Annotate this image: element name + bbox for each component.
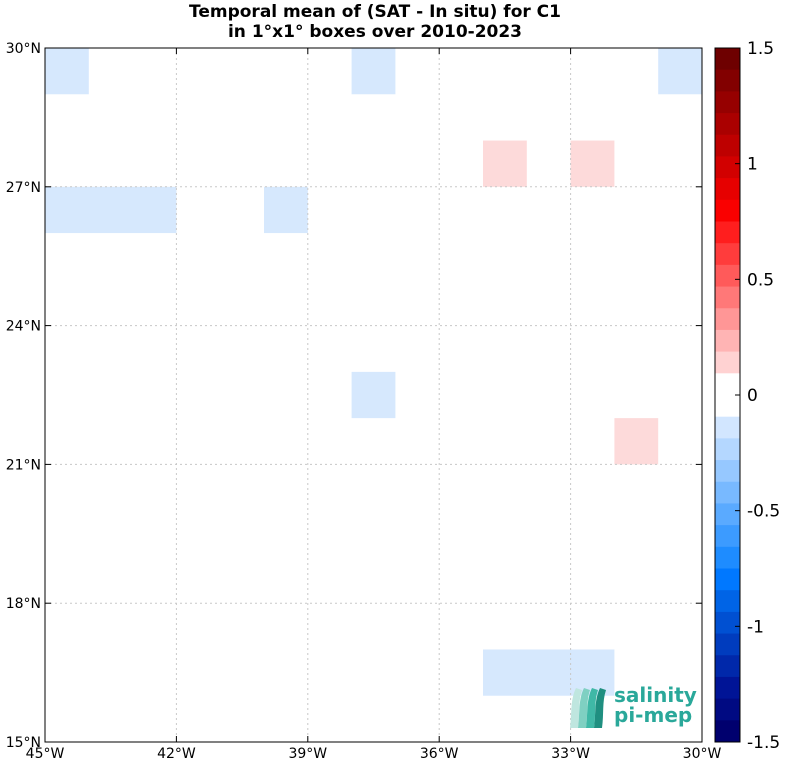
- colorbar-swatch: [715, 395, 740, 418]
- lat-tick-label: 24°N: [6, 319, 41, 335]
- lat-tick-label: 18°N: [6, 596, 41, 612]
- colorbar-swatch: [715, 611, 740, 635]
- heatmap-cell: [483, 649, 615, 696]
- heatmap-cell: [658, 48, 702, 95]
- colorbar-swatch: [715, 676, 740, 700]
- colorbar-swatch: [715, 416, 740, 439]
- lon-tick-label: 36°W: [420, 746, 459, 762]
- colorbar-swatch: [715, 720, 740, 743]
- heatmap-cell: [264, 186, 308, 234]
- colorbar-swatch: [715, 113, 740, 136]
- colorbar-ticks: [735, 47, 740, 743]
- colorbar-swatch: [715, 590, 740, 613]
- map-frame: [44, 47, 703, 743]
- lon-tick-label: 42°W: [157, 746, 196, 762]
- colorbar-swatch: [715, 525, 740, 548]
- lon-tick-label: 45°W: [26, 746, 65, 762]
- lon-tick-label: 30°W: [683, 746, 722, 762]
- lat-tick-label: 30°N: [6, 41, 41, 57]
- colorbar-swatch: [715, 373, 740, 396]
- colorbar-labels: 1.5 1 0.5 0 -0.5 -1 -1.5: [747, 39, 780, 753]
- colorbar-swatch: [715, 156, 740, 179]
- map-axis-ticks: [44, 47, 703, 743]
- colorbar-swatch: [715, 655, 740, 678]
- colorbar-tick-label: -0.5: [747, 502, 780, 522]
- map-gridlines: [45, 48, 702, 742]
- colorbar-tick-label: 0: [747, 386, 758, 406]
- colorbar-swatch: [715, 698, 740, 721]
- heatmap-cell: [570, 140, 615, 187]
- lon-tick-label: 39°W: [288, 746, 327, 762]
- lat-tick-label: 27°N: [6, 180, 41, 196]
- colorbar-swatches: [715, 48, 740, 743]
- heatmap-cell: [614, 418, 659, 465]
- heatmap-cell: [483, 140, 527, 187]
- lon-tick-label: 33°W: [551, 746, 590, 762]
- latitude-labels: 15°N 18°N 21°N 24°N 27°N 30°N: [6, 41, 41, 751]
- salinity-pi-mep-logo: salinity pi-mep: [566, 683, 697, 732]
- colorbar-swatch: [715, 546, 740, 569]
- colorbar: 1.5 1 0.5 0 -0.5 -1 -1.5: [714, 39, 780, 753]
- colorbar-swatch: [715, 221, 740, 244]
- colorbar-swatch: [715, 481, 740, 504]
- colorbar-swatch: [715, 69, 740, 92]
- heatmap-cells: [45, 48, 702, 696]
- colorbar-swatch: [715, 460, 740, 483]
- colorbar-tick-label: 1.5: [747, 39, 774, 59]
- logo-text-salinity: salinity: [614, 683, 697, 707]
- map-title-line-2: in 1°x1° boxes over 2010-2023: [227, 22, 523, 42]
- map-title-line-1: Temporal mean of (SAT - In situ) for C1: [189, 2, 561, 22]
- colorbar-swatch: [715, 568, 740, 591]
- colorbar-swatch: [715, 351, 740, 374]
- colorbar-swatch: [715, 243, 740, 266]
- colorbar-tick-label: -1: [747, 617, 764, 637]
- colorbar-swatch: [715, 199, 740, 222]
- heatmap-cell: [45, 48, 89, 95]
- colorbar-swatch: [715, 178, 740, 201]
- colorbar-tick-label: -1.5: [747, 733, 780, 753]
- colorbar-swatch: [715, 438, 740, 461]
- heatmap-cell: [45, 186, 177, 234]
- colorbar-swatch: [715, 329, 740, 353]
- heatmap-cell: [351, 371, 396, 419]
- colorbar-swatch: [715, 134, 740, 157]
- colorbar-swatch: [715, 48, 740, 71]
- colorbar-swatch: [715, 264, 740, 288]
- colorbar-tick-label: 0.5: [747, 270, 774, 290]
- colorbar-swatch: [715, 633, 740, 656]
- longitude-labels: 45°W 42°W 39°W 36°W 33°W 30°W: [26, 746, 722, 762]
- salinity-waves-logo-icon: [570, 688, 606, 728]
- colorbar-swatch: [715, 503, 740, 526]
- colorbar-tick-label: 1: [747, 155, 758, 175]
- logo-text-pi-mep: pi-mep: [614, 703, 693, 727]
- colorbar-swatch: [715, 286, 740, 309]
- heatmap-cell: [351, 48, 396, 95]
- lat-tick-label: 15°N: [6, 735, 41, 751]
- lat-tick-label: 21°N: [6, 457, 41, 473]
- colorbar-swatch: [715, 91, 740, 114]
- colorbar-swatch: [715, 308, 740, 331]
